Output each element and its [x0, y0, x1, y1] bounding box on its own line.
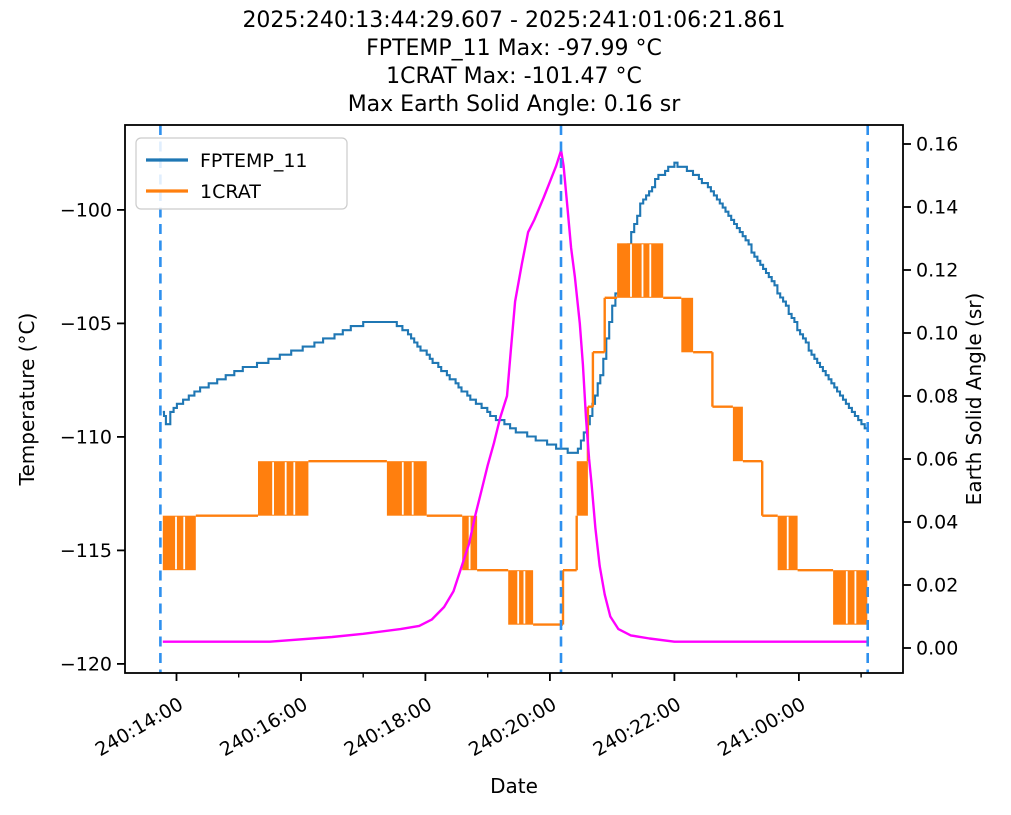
- series-fptemp-11-line: [162, 161, 868, 454]
- y-right-tick-label: 0.16: [916, 134, 958, 156]
- legend-label-1crat: 1CRAT: [200, 181, 261, 203]
- y-right-tick-label: 0.12: [916, 260, 958, 282]
- title-line-timerange: 2025:240:13:44:29.607 - 2025:241:01:06:2…: [242, 8, 785, 33]
- y-right-axis-label: Earth Solid Angle (sr): [962, 293, 986, 506]
- legend-box: [135, 137, 348, 210]
- series-1crat-oscillation-band: [833, 570, 868, 625]
- y-right-tick-label: 0.00: [916, 638, 958, 660]
- series-1crat-oscillation-band: [576, 461, 588, 516]
- y-right-tick-label: 0.06: [916, 449, 958, 471]
- y-left-axis-label: Temperature (°C): [15, 313, 39, 487]
- y-left-tick-label: −120: [60, 653, 112, 675]
- y-right-tick-label: 0.04: [916, 512, 958, 534]
- series-1crat-oscillation-band: [617, 243, 664, 298]
- plot-area: [162, 149, 868, 643]
- y-left-tick-label: −115: [60, 540, 112, 562]
- y-right-tick-label: 0.14: [916, 197, 958, 219]
- series-1crat-oscillation-band: [386, 461, 427, 516]
- legend: FPTEMP_11 1CRAT: [135, 137, 348, 210]
- x-axis-label: Date: [490, 774, 538, 798]
- series-1crat-oscillation-band: [681, 297, 694, 353]
- title-line-max-solid-angle: Max Earth Solid Angle: 0.16 sr: [348, 92, 682, 117]
- legend-label-fptemp: FPTEMP_11: [200, 150, 308, 172]
- series-1crat-oscillation-band: [732, 406, 743, 462]
- series-1crat-oscillation-band: [258, 461, 309, 516]
- event-vlines: [159, 125, 870, 673]
- title-line-1crat-max: 1CRAT Max: -101.47 °C: [386, 64, 642, 89]
- series-1crat-oscillation-band: [162, 515, 196, 571]
- series-1crat-oscillation-band: [508, 570, 534, 625]
- plot-frame: [124, 124, 904, 674]
- y-right-tick-label: 0.08: [916, 386, 958, 408]
- y-left-tick-label: −100: [60, 199, 112, 221]
- series-earth-solid-angle-line: [162, 149, 868, 643]
- y-right-tick-label: 0.10: [916, 323, 958, 345]
- title-line-fptemp-max: FPTEMP_11 Max: -97.99 °C: [366, 36, 662, 61]
- y-left-tick-label: −110: [60, 426, 112, 448]
- y-left-tick-label: −105: [60, 313, 112, 335]
- axis-ticks: [117, 143, 911, 681]
- y-right-tick-label: 0.02: [916, 575, 958, 597]
